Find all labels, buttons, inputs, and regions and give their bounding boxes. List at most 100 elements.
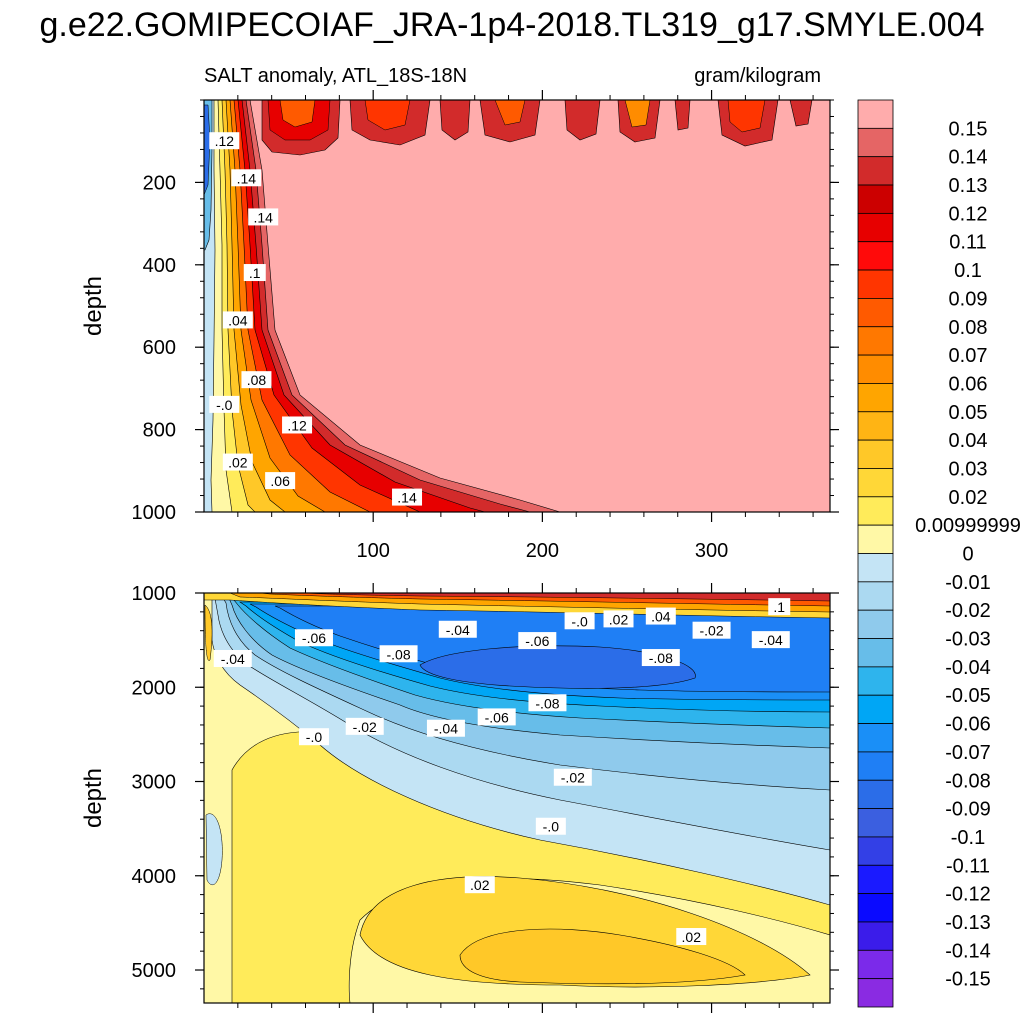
upper-subtitle-left: SALT anomaly, ATL_18S-18N xyxy=(204,65,467,87)
lower-field xyxy=(204,593,830,1003)
contour-label-box xyxy=(209,132,240,150)
contour-label-text: .04 xyxy=(228,312,248,328)
colorbar-swatch xyxy=(857,212,894,243)
colorbar-label: -0.1 xyxy=(951,827,985,849)
lower-contour-label: -.06 xyxy=(294,629,333,647)
contour-label-text: -.0 xyxy=(543,819,560,835)
lower-contour-label: .02 xyxy=(464,876,495,894)
upper-plot-frame xyxy=(203,99,831,513)
contour-label-box xyxy=(603,610,634,628)
upper-contour-label: .1 xyxy=(243,264,266,282)
contour-label-box xyxy=(518,632,557,650)
lower-contour-label: -.04 xyxy=(751,631,790,649)
lower-contour-label: -.02 xyxy=(345,717,384,735)
colorbar-swatch xyxy=(857,127,894,158)
contour-label-box xyxy=(438,620,477,638)
colorbar-swatch xyxy=(857,751,894,781)
lower-contour-label: -.08 xyxy=(641,649,680,667)
contour-label-text: -.02 xyxy=(561,770,585,786)
contour-label-box xyxy=(426,719,465,737)
figure-title: g.e22.GOMIPECOIAF_JRA-1p4-2018.TL319_g17… xyxy=(40,6,985,44)
lower-contour-label: -.08 xyxy=(379,645,418,663)
colorbar-swatch xyxy=(857,949,894,980)
lower-contour-label: -.0 xyxy=(298,728,329,746)
colorbar: 0.15 0.14 0.13 0.12 0.11 0.1 0.09 0.08 0.07 0.06 0… xyxy=(857,99,1021,1008)
colorbar-swatch xyxy=(857,638,894,668)
contour-label-box xyxy=(241,371,272,389)
upper-contour-label: .12 xyxy=(209,132,240,150)
colorbar-label: -0.07 xyxy=(945,742,991,764)
colorbar-swatch xyxy=(857,609,894,639)
y-tick-label: 4000 xyxy=(132,866,177,888)
y-tick-label: 600 xyxy=(143,337,176,359)
colorbar-label: 0.14 xyxy=(949,147,988,169)
contour-label-box xyxy=(464,876,495,894)
colorbar-swatch xyxy=(857,864,894,895)
upper-contour-labels: .12 .14 .14 .1 .04 .08 -.0 .12 .02 .06 .14 xyxy=(209,132,423,506)
colorbar-swatch xyxy=(857,383,894,413)
upper-contour-label: -.0 xyxy=(209,395,240,413)
contour-label-text: -.04 xyxy=(446,622,470,638)
lower-contour-labels: .1 .04 .02 -.0 -.02 -.04 -.04 -.06 -.06 -.08 -.08 -… xyxy=(213,598,791,946)
contour-label-box xyxy=(294,629,333,647)
contour-label-text: .08 xyxy=(247,372,267,388)
contour-label-text: -.08 xyxy=(649,650,673,666)
y-tick-label: 200 xyxy=(143,172,176,194)
lower-contour-label: -.06 xyxy=(518,632,557,650)
colorbar-label: 0.07 xyxy=(949,345,988,367)
colorbar-swatch xyxy=(857,808,894,838)
colorbar-swatch xyxy=(857,326,894,356)
contour-label-text: .12 xyxy=(215,133,235,149)
upper-contour-label: .04 xyxy=(222,311,253,329)
lower-contour-label: .04 xyxy=(645,607,676,625)
contour-label-text: -.02 xyxy=(700,623,724,639)
colorbar-label: 0.1 xyxy=(954,260,982,282)
colorbar-label: -0.14 xyxy=(945,940,991,962)
contour-label-box xyxy=(535,817,566,835)
colorbar-swatch xyxy=(857,241,894,271)
contour-label-box xyxy=(553,768,592,786)
contour-label-box xyxy=(392,488,423,506)
colorbar-swatch xyxy=(857,893,894,923)
contour-label-box xyxy=(345,717,384,735)
contour-label-text: .1 xyxy=(249,265,261,281)
contour-label-box xyxy=(222,453,253,471)
contour-label-text: -.06 xyxy=(302,630,326,646)
contour-label-box xyxy=(768,598,791,616)
colorbar-label: 0.00999999 xyxy=(915,515,1021,537)
upper-x-axis: 100 200 300 xyxy=(237,90,814,562)
upper-field xyxy=(204,100,830,512)
contour-label-box xyxy=(248,208,279,226)
lower-contour-label: -.04 xyxy=(438,620,477,638)
contour-label-text: -.04 xyxy=(434,721,458,737)
colorbar-swatch xyxy=(857,978,894,1008)
lower-contour-label: -.02 xyxy=(692,621,731,639)
colorbar-label: -0.03 xyxy=(945,629,991,651)
contour-label-box xyxy=(209,395,240,413)
lower-contour-label: .02 xyxy=(603,610,634,628)
colorbar-label: -0.13 xyxy=(945,912,991,934)
contour-label-box xyxy=(477,708,516,726)
contour-label-text: -.0 xyxy=(216,397,233,413)
colorbar-swatch xyxy=(857,439,894,469)
colorbar-swatch xyxy=(857,184,894,214)
colorbar-swatch xyxy=(857,496,894,526)
lower-band-n009 xyxy=(419,645,696,689)
colorbar-label: 0.05 xyxy=(949,402,988,424)
lower-contour-label: .02 xyxy=(676,928,707,946)
contour-label-box xyxy=(243,264,266,282)
y-tick-label: 5000 xyxy=(132,960,177,982)
colorbar-label: 0.04 xyxy=(949,430,988,452)
contour-label-box xyxy=(641,649,680,667)
colorbar-label: 0.03 xyxy=(949,458,988,480)
upper-y-axis-label: depth xyxy=(80,276,107,336)
colorbar-label: -0.02 xyxy=(945,600,991,622)
contour-label-text: .06 xyxy=(270,473,290,489)
lower-contour-label: .1 xyxy=(768,598,791,616)
colorbar-labels: 0.15 0.14 0.13 0.12 0.11 0.1 0.09 0.08 0.07 0.06 0… xyxy=(915,118,1021,990)
colorbar-swatch xyxy=(857,553,894,583)
lower-contour-label: -.0 xyxy=(564,612,595,630)
contour-label-text: .1 xyxy=(773,599,785,615)
colorbar-swatch xyxy=(857,723,894,753)
